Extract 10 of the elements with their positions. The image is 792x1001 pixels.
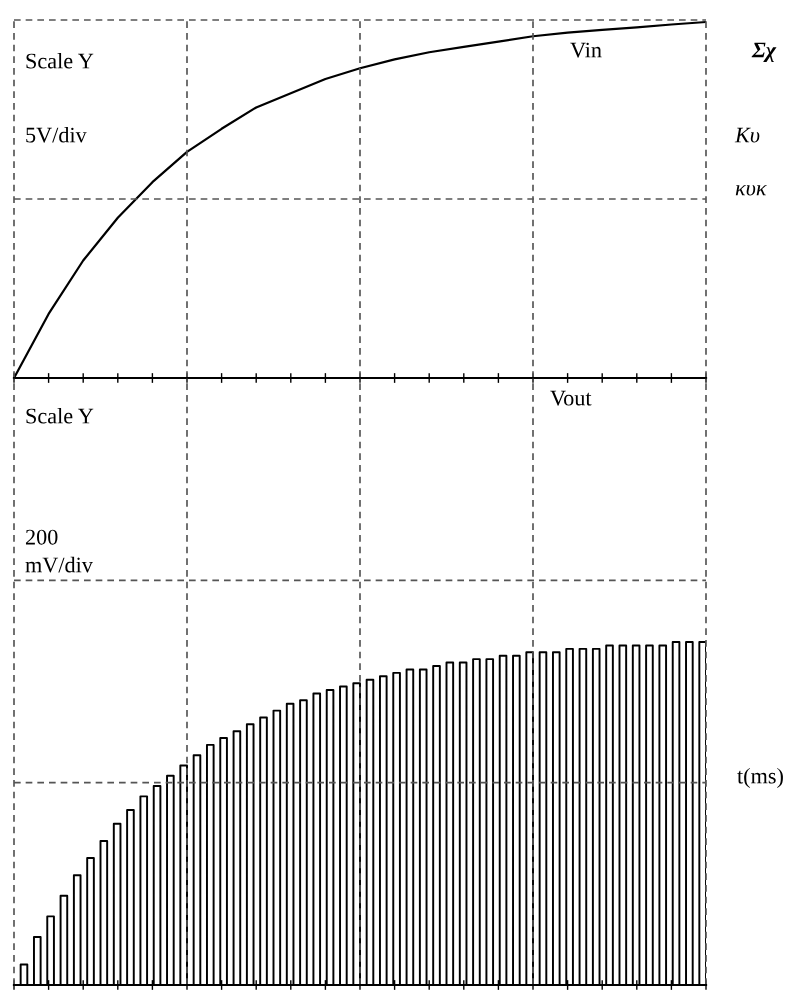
series-label: Vin [570, 42, 602, 58]
legend-label: Vout [550, 390, 592, 406]
text: κυκ [735, 184, 767, 196]
x-axis-title: t(ms) [737, 767, 783, 789]
annotation: 5V/div [26, 126, 87, 143]
text: Scale Y [26, 407, 94, 424]
text: Σχ [751, 42, 777, 63]
text: 200 mV/div [25, 529, 93, 573]
text: Κυ [734, 127, 760, 143]
annotation: Scale Y [26, 52, 94, 69]
